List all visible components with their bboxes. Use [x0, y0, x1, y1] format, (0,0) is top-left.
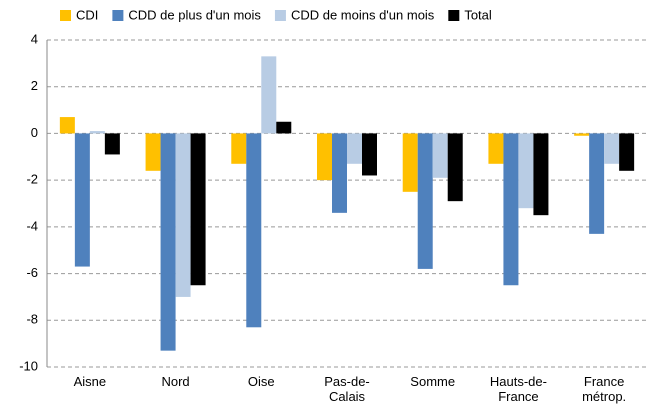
y-tick-label: -6 — [26, 265, 38, 280]
bar — [574, 133, 590, 136]
bar — [246, 133, 262, 328]
bar — [362, 133, 377, 176]
x-tick-label: Nord — [161, 374, 190, 389]
bar — [417, 133, 433, 269]
legend-swatch — [60, 10, 71, 21]
bar — [488, 133, 504, 164]
legend-label: Total — [464, 7, 492, 22]
legend-swatch — [112, 10, 124, 21]
bar — [231, 133, 247, 164]
bar — [276, 121, 292, 134]
bar — [175, 133, 191, 297]
bar — [190, 133, 206, 286]
legend-label: CDD de moins d'un mois — [291, 7, 435, 22]
bar — [104, 133, 120, 155]
bar — [317, 133, 332, 181]
bar — [261, 56, 277, 134]
bar — [89, 131, 105, 134]
legend-label: CDI — [76, 7, 98, 22]
bar — [503, 133, 519, 286]
y-tick-label: -10 — [19, 358, 38, 373]
bar — [347, 133, 362, 164]
bar — [74, 133, 90, 267]
bar — [332, 133, 347, 213]
x-tick-label: Somme — [410, 374, 456, 389]
bar — [160, 133, 176, 351]
y-tick-label: 0 — [31, 125, 38, 140]
bar — [432, 133, 448, 178]
y-tick-label: 2 — [31, 78, 38, 93]
bar — [145, 133, 161, 171]
bar — [604, 133, 620, 164]
bar — [533, 133, 549, 216]
bar — [619, 133, 635, 171]
y-tick-label: -2 — [26, 172, 38, 187]
legend-swatch — [274, 10, 286, 21]
x-tick-label: Oise — [247, 374, 275, 389]
y-tick-label: -8 — [26, 312, 38, 327]
x-tick-label: Aisne — [73, 374, 107, 389]
x-tick-label: Pas-de- Calais — [324, 374, 370, 404]
bar — [402, 133, 418, 192]
bar — [518, 133, 534, 209]
legend-label: CDD de plus d'un mois — [128, 7, 261, 22]
x-tick-label: Hauts-de- France — [489, 374, 547, 404]
bar — [447, 133, 463, 202]
x-tick-label: France métrop. — [582, 374, 627, 404]
y-tick-label: -4 — [26, 218, 38, 233]
legend-swatch — [448, 10, 460, 21]
bar — [59, 117, 75, 134]
y-tick-label: 4 — [31, 31, 38, 46]
bar — [589, 133, 605, 234]
